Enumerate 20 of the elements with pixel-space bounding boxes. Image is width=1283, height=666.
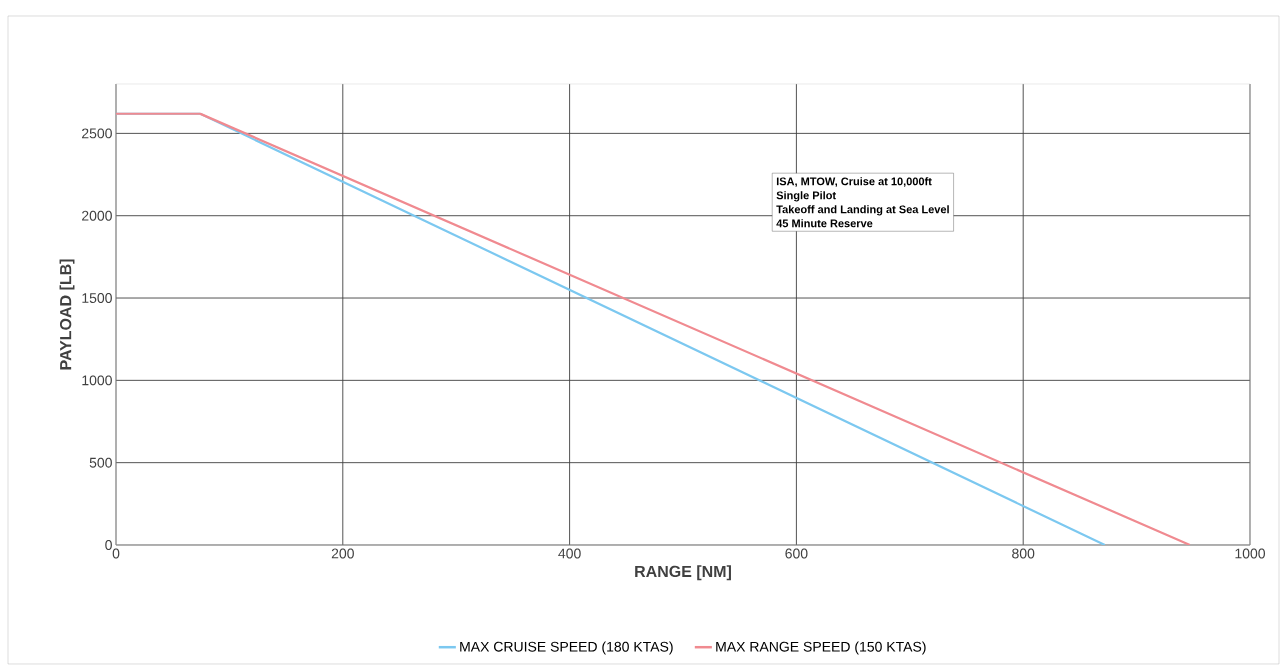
y-tick-label: 1500 <box>82 293 112 303</box>
annotation: ISA, MTOW, Cruise at 10,000ft <box>776 177 932 187</box>
annotation: Single Pilot <box>776 191 836 202</box>
x-axis-title: RANGE [NM] <box>635 565 731 581</box>
y-tick-label: 0 <box>105 540 112 550</box>
y-tick-label: 2500 <box>82 128 112 139</box>
x-tick-label: 400 <box>558 548 581 559</box>
legend-label: MAX CRUISE SPEED (180 KTAS) <box>460 641 673 655</box>
y-axis-title: PAYLOAD [LB] <box>59 259 75 370</box>
annotation: 45 Minute Reserve <box>776 219 873 228</box>
legend-label: MAX RANGE SPEED (150 KTAS) <box>716 641 926 655</box>
y-tick-label: 2000 <box>82 210 112 221</box>
x-tick-label: 800 <box>1012 548 1035 559</box>
annotation: Takeoff and Landing at Sea Level <box>776 205 949 216</box>
x-tick-label: 200 <box>331 548 354 559</box>
y-tick-label: 1000 <box>82 375 112 386</box>
y-tick-label: 500 <box>89 457 112 468</box>
x-tick-label: 600 <box>785 548 808 559</box>
x-tick-label: 1000 <box>1235 548 1266 559</box>
x-tick-label: 0 <box>112 548 120 559</box>
